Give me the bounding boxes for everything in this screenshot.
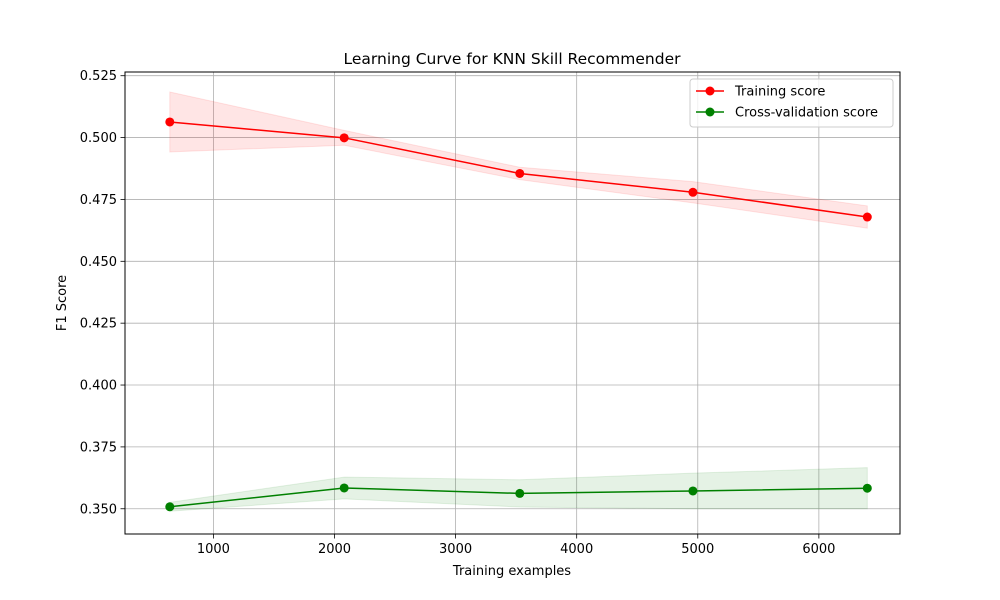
point-training [339, 133, 349, 143]
legend-label-cv: Cross-validation score [735, 106, 878, 121]
x-tick-label: 5000 [681, 542, 714, 557]
legend-box [689, 78, 894, 128]
y-axis-label: F1 Score [55, 275, 70, 331]
point-cv [165, 502, 175, 512]
point-training [688, 187, 698, 197]
point-cv [515, 488, 525, 498]
y-tick-label: 0.450 [80, 255, 117, 270]
point-cv [862, 483, 872, 493]
legend: Training score Cross-validation score [689, 78, 894, 128]
x-axis-label: Training examples [452, 564, 571, 579]
y-tick-label: 0.425 [80, 317, 117, 332]
point-training [165, 117, 175, 127]
x-tick-label: 2000 [318, 542, 351, 557]
y-tick-label: 0.400 [80, 379, 117, 394]
point-training [515, 168, 525, 178]
y-tick-label: 0.525 [80, 69, 117, 84]
legend-label-training: Training score [734, 85, 825, 100]
legend-marker-cv [705, 107, 715, 117]
point-training [862, 212, 872, 222]
y-axis-ticks: 0.350 0.375 0.400 0.425 0.450 0.475 0.500 0.525 [80, 69, 125, 517]
y-tick-label: 0.475 [80, 193, 117, 208]
series-markers [165, 117, 872, 512]
x-tick-label: 3000 [439, 542, 472, 557]
y-tick-label: 0.375 [80, 440, 117, 455]
x-tick-label: 6000 [802, 542, 835, 557]
confidence-bands [169, 91, 868, 512]
point-cv [688, 486, 698, 496]
plot-frame [124, 71, 901, 535]
point-cv [339, 483, 349, 493]
y-tick-label: 0.350 [80, 502, 117, 517]
legend-marker-training [705, 86, 715, 96]
chart-title: Learning Curve for KNN Skill Recommender [344, 50, 682, 68]
x-tick-label: 4000 [560, 542, 593, 557]
x-axis-ticks: 1000 2000 3000 4000 5000 6000 [197, 534, 835, 557]
x-tick-label: 1000 [197, 542, 230, 557]
grid-lines [125, 72, 900, 534]
y-tick-label: 0.500 [80, 131, 117, 146]
